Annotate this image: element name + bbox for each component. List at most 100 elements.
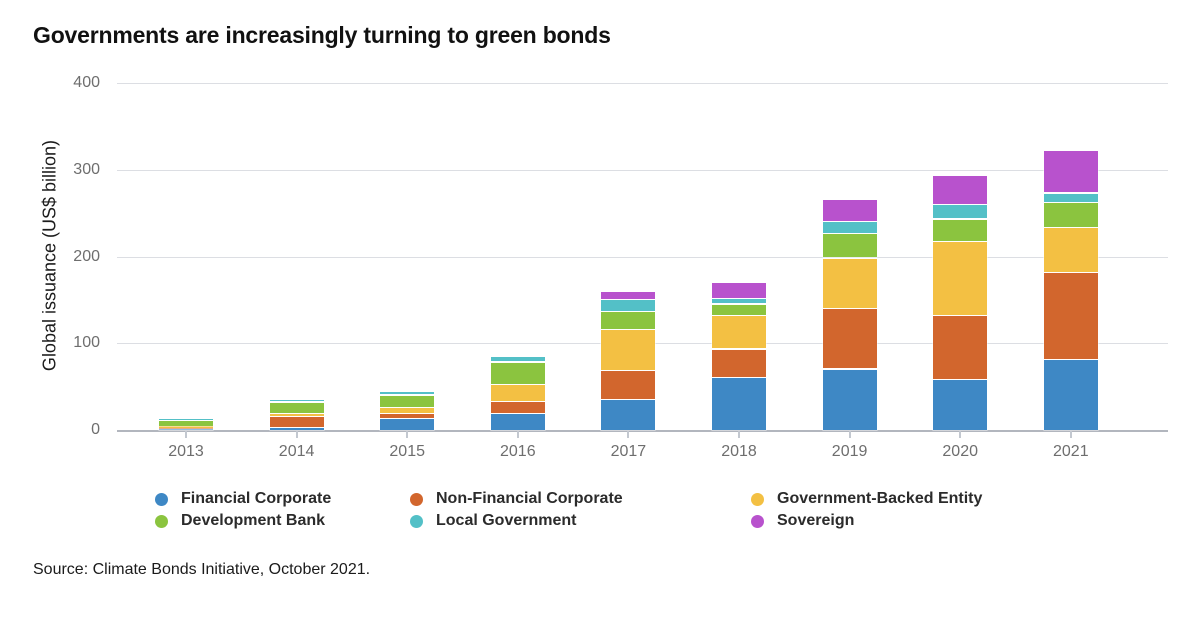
bar-segment-2019-non-financial-corporate[interactable]	[822, 308, 877, 369]
bar-segment-2015-non-financial-corporate[interactable]	[380, 413, 435, 418]
bar-segment-2017-sovereign[interactable]	[601, 291, 656, 300]
x-tick-label-2018: 2018	[721, 443, 757, 460]
x-tick-label-2021: 2021	[1053, 443, 1089, 460]
bar-segment-2018-sovereign[interactable]	[712, 282, 766, 299]
bar-segment-2020-non-financial-corporate[interactable]	[933, 315, 988, 379]
x-tick-label-2016: 2016	[500, 443, 536, 460]
bar-segment-2013-local-government[interactable]	[159, 418, 213, 420]
bar-segment-2020-financial-corporate[interactable]	[933, 380, 988, 430]
bar-segment-2019-sovereign[interactable]	[822, 199, 877, 221]
x-tick-mark-2016	[516, 431, 519, 438]
bar-segment-2019-development-bank[interactable]	[822, 234, 877, 258]
x-axis-line	[117, 429, 1168, 432]
x-tick-label-2015: 2015	[389, 443, 425, 460]
bar-segment-2016-government-backed-entity[interactable]	[490, 385, 545, 401]
legend-dot-local-government	[410, 514, 423, 528]
bar-segment-2014-financial-corporate[interactable]	[269, 427, 324, 430]
legend-label-development-bank: Development Bank	[181, 512, 326, 529]
legend-dot-development-bank	[155, 514, 168, 528]
y-tick-label-300: 300	[73, 160, 100, 178]
bar-segment-2015-development-bank[interactable]	[380, 395, 435, 407]
bar-segment-2018-government-backed-entity[interactable]	[712, 315, 766, 349]
legend-item-non-financial-corporate: Non-Financial Corporate	[410, 488, 751, 510]
bar-segment-2015-financial-corporate[interactable]	[380, 419, 435, 430]
x-tick-mark-2018	[738, 431, 740, 438]
bar-segment-2016-financial-corporate[interactable]	[490, 413, 545, 430]
bar-segment-2018-local-government[interactable]	[712, 299, 766, 304]
x-tick-mark-2019	[848, 431, 851, 438]
legend-dot-sovereign	[751, 514, 764, 528]
x-tick-label-2019: 2019	[831, 443, 868, 460]
bar-segment-2021-government-backed-entity[interactable]	[1043, 228, 1098, 273]
bar-2013	[159, 83, 213, 430]
legend-dot-government-backed-entity	[751, 492, 764, 506]
bar-2014	[269, 83, 324, 430]
bar-segment-2014-non-financial-corporate[interactable]	[269, 417, 324, 427]
bar-2016	[490, 83, 545, 430]
bar-segment-2019-local-government[interactable]	[822, 222, 877, 234]
bar-2021	[1043, 83, 1098, 430]
legend-label-sovereign: Sovereign	[777, 512, 855, 529]
bar-segment-2017-local-government[interactable]	[601, 300, 656, 312]
y-tick-label-100: 100	[73, 334, 100, 352]
x-tick-mark-2021	[1069, 431, 1072, 438]
bar-segment-2020-local-government[interactable]	[933, 204, 988, 219]
bar-segment-2020-government-backed-entity[interactable]	[933, 242, 988, 315]
x-tick-mark-2020	[959, 431, 962, 438]
bar-segment-2015-local-government[interactable]	[380, 392, 435, 395]
bar-segment-2014-government-backed-entity[interactable]	[269, 413, 324, 417]
bar-segment-2019-financial-corporate[interactable]	[822, 369, 877, 430]
bar-segment-2013-government-backed-entity[interactable]	[159, 425, 213, 428]
bar-segment-2014-development-bank[interactable]	[269, 402, 324, 413]
bar-segment-2013-development-bank[interactable]	[159, 420, 213, 426]
bar-segment-2016-development-bank[interactable]	[490, 362, 545, 385]
y-tick-label-400: 400	[73, 74, 100, 91]
bar-segment-2017-development-bank[interactable]	[601, 312, 656, 329]
bar-2017	[601, 83, 656, 430]
bar-segment-2013-financial-corporate[interactable]	[159, 429, 213, 430]
legend-item-local-government: Local Government	[410, 510, 751, 532]
legend-dot-non-financial-corporate	[410, 492, 423, 506]
x-tick-mark-2017	[627, 431, 630, 438]
y-tick-label-200: 200	[73, 247, 100, 265]
x-tick-label-2014: 2014	[278, 443, 315, 460]
bar-2018	[712, 83, 766, 430]
bar-2015	[380, 83, 435, 430]
legend-label-financial-corporate: Financial Corporate	[181, 490, 332, 507]
bar-segment-2014-local-government[interactable]	[269, 399, 324, 402]
x-tick-label-2013: 2013	[168, 443, 204, 460]
x-tick-label-2020: 2020	[942, 443, 978, 460]
bar-segment-2017-government-backed-entity[interactable]	[601, 329, 656, 371]
gridline-400	[117, 83, 1168, 84]
bar-segment-2016-local-government[interactable]	[490, 357, 545, 362]
bar-segment-2021-sovereign[interactable]	[1043, 151, 1098, 193]
legend-label-government-backed-entity: Government-Backed Entity	[777, 490, 983, 507]
y-tick-label-0: 0	[91, 421, 100, 438]
bar-segment-2020-development-bank[interactable]	[933, 219, 988, 241]
bar-segment-2015-government-backed-entity[interactable]	[380, 407, 435, 413]
bar-segment-2017-non-financial-corporate[interactable]	[601, 371, 656, 399]
bar-segment-2016-non-financial-corporate[interactable]	[490, 401, 545, 413]
bar-segment-2021-non-financial-corporate[interactable]	[1043, 273, 1098, 359]
legend-dot-financial-corporate	[155, 492, 168, 506]
bar-segment-2018-non-financial-corporate[interactable]	[712, 349, 766, 378]
bar-2020	[933, 83, 988, 430]
legend-label-local-government: Local Government	[436, 512, 577, 529]
x-tick-mark-2014	[295, 431, 298, 438]
bar-segment-2021-development-bank[interactable]	[1043, 203, 1098, 228]
legend-item-financial-corporate: Financial Corporate	[155, 488, 410, 510]
chart-title: Governments are increasingly turning to …	[33, 22, 611, 48]
bar-segment-2021-financial-corporate[interactable]	[1043, 360, 1098, 430]
source-note: Source: Climate Bonds Initiative, Octobe…	[33, 561, 371, 578]
x-tick-mark-2013	[185, 431, 187, 438]
bar-segment-2018-financial-corporate[interactable]	[712, 378, 766, 430]
bar-segment-2017-financial-corporate[interactable]	[601, 399, 656, 430]
bar-segment-2020-sovereign[interactable]	[933, 176, 988, 204]
bar-segment-2018-development-bank[interactable]	[712, 304, 766, 315]
bar-segment-2013-non-financial-corporate[interactable]	[159, 427, 213, 430]
bar-segment-2019-government-backed-entity[interactable]	[822, 258, 877, 308]
gridline-200	[117, 256, 1168, 258]
bar-2019	[822, 83, 877, 430]
bar-segment-2021-local-government[interactable]	[1043, 193, 1098, 202]
